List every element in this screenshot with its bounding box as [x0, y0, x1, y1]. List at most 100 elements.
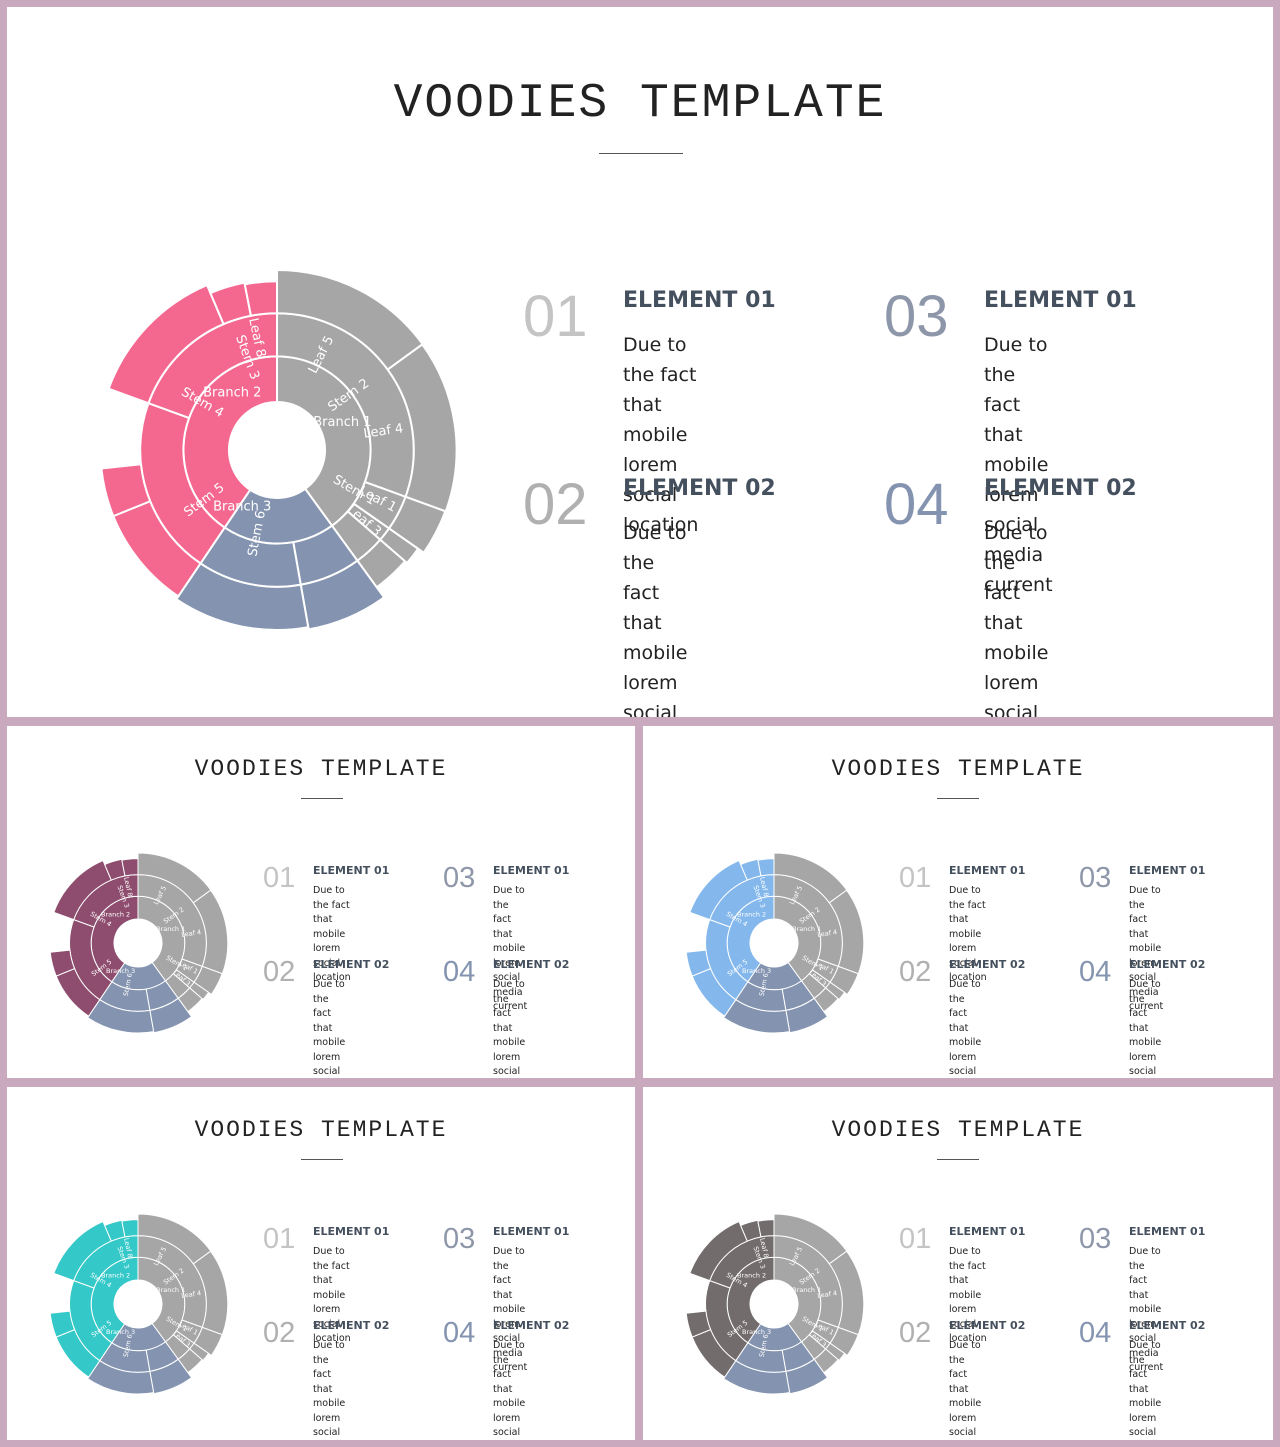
element-number: 01: [523, 284, 588, 349]
sunburst-branch-label: Branch 1: [156, 925, 185, 933]
element-description: Due to the fact that mobile lorem social…: [313, 979, 346, 1077]
element-heading: ELEMENT 02: [313, 958, 390, 971]
element-heading: ELEMENT 02: [949, 958, 1026, 971]
element-heading: ELEMENT 01: [949, 864, 1026, 877]
element-number: 02: [899, 1317, 932, 1349]
element-description: Due to the fact that mobile lorem social…: [949, 979, 982, 1077]
element-description: Due to the fact that mobile lorem social…: [493, 1340, 526, 1438]
element-description: Due to the fact that mobile lorem social…: [623, 334, 699, 536]
element-description: Due to the fact that mobile lorem social…: [949, 885, 987, 983]
slide-thumbnail: VOODIES TEMPLATE Leaf 5 Stem 2 Leaf 4 Stem …: [643, 726, 1273, 1078]
sunburst-label: Leaf 8: [122, 876, 134, 897]
element-description: Due to the fact that mobile lorem social…: [1129, 979, 1162, 1077]
sunburst-branch-label: Branch 2: [101, 910, 130, 918]
sunburst-segment: [121, 1219, 139, 1238]
sunburst-branch-label: Branch 3: [742, 967, 771, 975]
slide-thumbnail: VOODIES TEMPLATE Leaf 5 Stem 2 Leaf 4 Stem …: [7, 726, 635, 1078]
sunburst-segment: [100, 463, 152, 518]
element-heading: ELEMENT 01: [313, 1225, 390, 1238]
slide-thumbnail: VOODIES TEMPLATE Leaf 5 Stem 2 Leaf 4 Stem …: [7, 1087, 635, 1440]
element-heading: ELEMENT 02: [949, 1319, 1026, 1332]
element-heading: ELEMENT 01: [1129, 864, 1206, 877]
element-description: Due to the fact that mobile lorem social…: [493, 1246, 528, 1373]
sunburst-segment: [174, 562, 310, 631]
sunburst-branch-label: Branch 1: [792, 925, 821, 933]
element-number: 01: [899, 862, 932, 894]
element-number: 03: [1079, 1223, 1112, 1255]
element-description: Due to the fact that mobile lorem social…: [313, 885, 351, 983]
sunburst-branch-label: Branch 3: [742, 1328, 771, 1336]
element-number: 02: [263, 956, 296, 988]
element-number: 04: [1079, 1317, 1112, 1349]
element-description: Due to the fact that mobile lorem social…: [1129, 885, 1164, 1012]
sunburst-branch-label: Branch 2: [203, 386, 261, 401]
title-divider: [937, 798, 979, 799]
sunburst-chart: Leaf 5 Stem 2 Leaf 4 Stem 1 Leaf 1 Leaf 3 Leaf…: [43, 1209, 233, 1399]
sunburst-branch-label: Branch 1: [313, 415, 371, 430]
element-description: Due to the fact that mobile lorem social…: [493, 885, 528, 1012]
sunburst-label: Leaf 4: [363, 421, 405, 441]
title-divider: [937, 1159, 979, 1160]
sunburst-label: Leaf 8: [758, 876, 770, 897]
element-number: 04: [1079, 956, 1112, 988]
sunburst-branch-label: Branch 2: [737, 910, 766, 918]
slide-title: VOODIES TEMPLATE: [831, 1117, 1085, 1143]
element-description: Due to the fact that mobile lorem social…: [313, 1246, 351, 1344]
sunburst-label: Leaf 8: [122, 1237, 134, 1258]
slide-title: VOODIES TEMPLATE: [393, 77, 887, 131]
sunburst-chart: Leaf 5 Stem 2 Leaf 4 Stem 1 Leaf 1 Leaf 3 Leaf…: [679, 848, 869, 1038]
element-heading: ELEMENT 02: [984, 476, 1137, 501]
element-number: 03: [443, 862, 476, 894]
element-description: Due to the fact that mobile lorem social…: [984, 522, 1049, 717]
element-heading: ELEMENT 02: [1129, 1319, 1206, 1332]
sunburst-segment: [757, 858, 775, 877]
sunburst-branch-label: Branch 3: [106, 967, 135, 975]
element-description: Due to the fact that mobile lorem social…: [949, 1246, 987, 1344]
element-description: Due to the fact that mobile lorem social…: [949, 1340, 982, 1438]
sunburst-label: Leaf 4: [181, 1289, 202, 1300]
element-number: 03: [443, 1223, 476, 1255]
sunburst-chart: Leaf 5 Stem 2 Leaf 4 Stem 1 Leaf 1 Leaf 3 Leaf…: [43, 848, 233, 1038]
element-heading: ELEMENT 01: [493, 864, 570, 877]
sunburst-label: Leaf 4: [817, 1289, 838, 1300]
sunburst-segment: [757, 1219, 775, 1238]
slide-title: VOODIES TEMPLATE: [831, 756, 1085, 782]
element-heading: ELEMENT 01: [493, 1225, 570, 1238]
element-number: 04: [443, 956, 476, 988]
element-description: Due to the fact that mobile lorem social…: [313, 1340, 346, 1438]
sunburst-segment: [685, 949, 712, 977]
element-number: 03: [884, 284, 949, 349]
element-heading: ELEMENT 02: [493, 1319, 570, 1332]
title-divider: [301, 1159, 343, 1160]
element-heading: ELEMENT 01: [984, 288, 1137, 313]
sunburst-chart: Leaf 5 Stem 2 Leaf 4 Stem 1 Leaf 1 Leaf 3 Leaf…: [87, 260, 467, 640]
slide-title: VOODIES TEMPLATE: [194, 756, 448, 782]
title-divider: [301, 798, 343, 799]
element-number: 04: [884, 472, 949, 537]
sunburst-chart: Leaf 5 Stem 2 Leaf 4 Stem 1 Leaf 1 Leaf 3 Leaf…: [679, 1209, 869, 1399]
sunburst-segment: [49, 1310, 76, 1338]
element-description: Due to the fact that mobile lorem social…: [1129, 1340, 1162, 1438]
sunburst-segment: [107, 283, 225, 405]
slide-thumbnail: VOODIES TEMPLATE Leaf 5 Stem 2 Leaf 4 Stem …: [643, 1087, 1273, 1440]
slide-main: VOODIES TEMPLATE Leaf 5 Stem 2 Leaf 4 Stem …: [7, 7, 1273, 717]
element-number: 02: [523, 472, 588, 537]
element-description: Due to the fact that mobile lorem social…: [623, 522, 688, 717]
element-number: 02: [263, 1317, 296, 1349]
element-description: Due to the fact that mobile lorem social…: [493, 979, 526, 1077]
sunburst-label: Leaf 4: [181, 928, 202, 939]
element-number: 01: [263, 862, 296, 894]
sunburst-segment: [685, 1310, 712, 1338]
sunburst-branch-label: Branch 3: [213, 499, 271, 514]
sunburst-branch-label: Branch 3: [106, 1328, 135, 1336]
element-number: 01: [263, 1223, 296, 1255]
sunburst-branch-label: Branch 2: [101, 1271, 130, 1279]
element-heading: ELEMENT 01: [623, 288, 776, 313]
sunburst-label: Leaf 4: [817, 928, 838, 939]
element-number: 03: [1079, 862, 1112, 894]
sunburst-segment: [49, 949, 76, 977]
element-heading: ELEMENT 02: [1129, 958, 1206, 971]
sunburst-segment: [121, 858, 139, 877]
element-description: Due to the fact that mobile lorem social…: [984, 334, 1053, 596]
element-description: Due to the fact that mobile lorem social…: [1129, 1246, 1164, 1373]
